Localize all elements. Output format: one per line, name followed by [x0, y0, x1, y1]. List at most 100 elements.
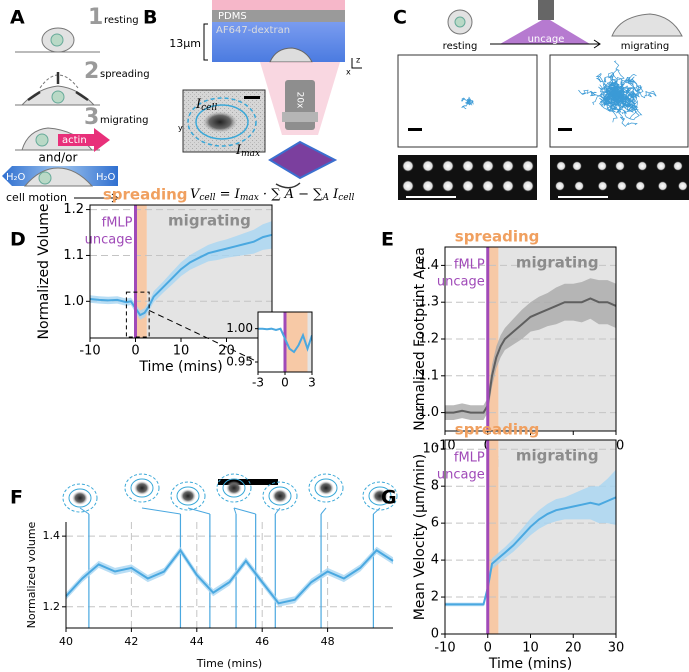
y-tick-label: 1.2	[43, 600, 61, 613]
axis-x: x	[346, 68, 351, 77]
uncage-label: uncage	[437, 275, 485, 290]
arrow	[27, 72, 89, 102]
y-axis-label: Normalized volume	[25, 521, 38, 628]
panel-letter: G	[381, 487, 397, 509]
cell-image	[572, 161, 583, 171]
x-tick-label: -3	[252, 376, 264, 390]
nucleus	[51, 90, 65, 104]
span-label: spreading	[455, 421, 540, 439]
panel-c: C resting uncage migrating	[393, 0, 689, 200]
frame	[444, 246, 617, 432]
connector: and/or	[39, 151, 78, 165]
error-band	[66, 546, 393, 607]
x-tick-label: 3	[308, 376, 316, 390]
formula: Vcell = Imax · ∑ A − ∑A Icell	[190, 187, 354, 203]
y-tick-label: 1.4	[418, 258, 439, 273]
panel-letter: D	[10, 229, 26, 251]
y-tick-label: 1.2	[418, 332, 439, 347]
span	[135, 205, 147, 338]
panel-a: A 1 resting 2 spreading actin 3 migratin…	[2, 5, 150, 204]
span-label: migrating	[516, 447, 599, 465]
cell-image	[656, 161, 667, 171]
y-tick-label: 1.1	[418, 368, 439, 383]
error-band	[445, 278, 616, 420]
event-connector	[79, 507, 90, 515]
y-tick-label: 6	[431, 516, 439, 531]
cell-image	[72, 491, 88, 505]
x-tick-label: -10	[434, 641, 455, 656]
height-label: 13μm	[169, 37, 201, 50]
objective-label: 20x	[295, 92, 305, 109]
y-tick-label: 0.95	[226, 355, 253, 369]
lamp	[538, 0, 554, 20]
formula-part: · ∑ A − ∑	[259, 187, 323, 202]
charts: 1.01.11.2-100102030fMLPuncagespreadingmi…	[10, 186, 624, 672]
cell-outline	[195, 104, 249, 140]
i-cell-label: Icell	[195, 97, 217, 113]
x-tick-label: 46	[255, 635, 269, 648]
y-tick-label: 1.1	[63, 248, 84, 263]
line	[258, 327, 312, 354]
cell-outline	[362, 481, 398, 511]
cell-image	[482, 160, 494, 172]
x-tick-label: -10	[79, 344, 100, 359]
cell-image	[134, 481, 150, 495]
y-tick-label: 8	[431, 479, 439, 494]
line	[65, 548, 394, 605]
cell-outline	[62, 483, 98, 513]
y-tick-label: 1.0	[63, 294, 84, 309]
cell-image	[522, 160, 534, 172]
cell-image	[462, 160, 474, 172]
action-label: uncage	[528, 34, 565, 45]
cell-image	[482, 180, 494, 192]
panel-letter: B	[143, 7, 157, 29]
span	[285, 312, 308, 372]
cell-outline	[39, 74, 79, 89]
bracket	[203, 23, 208, 61]
axis-y: y	[178, 124, 183, 133]
cell-outline	[170, 481, 206, 511]
track	[612, 90, 632, 114]
event-connector	[373, 507, 381, 515]
uncage-label: fMLP	[454, 258, 485, 273]
uncage-label: uncage	[437, 468, 485, 483]
formula-part: = I	[216, 187, 241, 202]
background-outline	[187, 97, 257, 147]
cell-image	[616, 181, 627, 191]
track	[466, 98, 473, 103]
span-label: migrating	[516, 254, 599, 272]
objective-ring	[282, 112, 318, 122]
x-axis-label: Time (mins)	[138, 359, 222, 375]
cell-image	[402, 160, 414, 172]
event-connector	[320, 507, 327, 515]
x-tick-label: 0	[131, 344, 139, 359]
scale-bar	[218, 479, 278, 485]
cell-outline	[130, 478, 154, 498]
cell-outline	[124, 473, 160, 503]
cell-outline	[368, 486, 392, 506]
detector	[268, 140, 338, 180]
track	[616, 94, 638, 109]
x-tick-label: 20	[565, 641, 582, 656]
step-label: spreading	[100, 69, 150, 80]
x-tick-label: 20	[218, 344, 235, 359]
panel-f-cells	[62, 473, 398, 513]
cell-image	[522, 180, 534, 192]
panel-letter: C	[393, 7, 407, 29]
pdms-label: PDMS	[218, 11, 247, 22]
inset	[258, 312, 312, 372]
cell-image	[422, 180, 434, 192]
cell-outline	[176, 486, 200, 506]
line	[445, 297, 617, 414]
cell-image	[202, 111, 238, 133]
span	[146, 205, 272, 338]
axes-icon	[351, 58, 362, 69]
panel-letter: A	[10, 7, 25, 29]
event-connector	[233, 507, 237, 515]
axes	[65, 522, 393, 629]
formula-part: V	[190, 187, 201, 202]
line	[445, 496, 617, 606]
cell-image	[462, 180, 474, 192]
cell-image	[442, 160, 454, 172]
zoom-connector	[148, 310, 259, 363]
